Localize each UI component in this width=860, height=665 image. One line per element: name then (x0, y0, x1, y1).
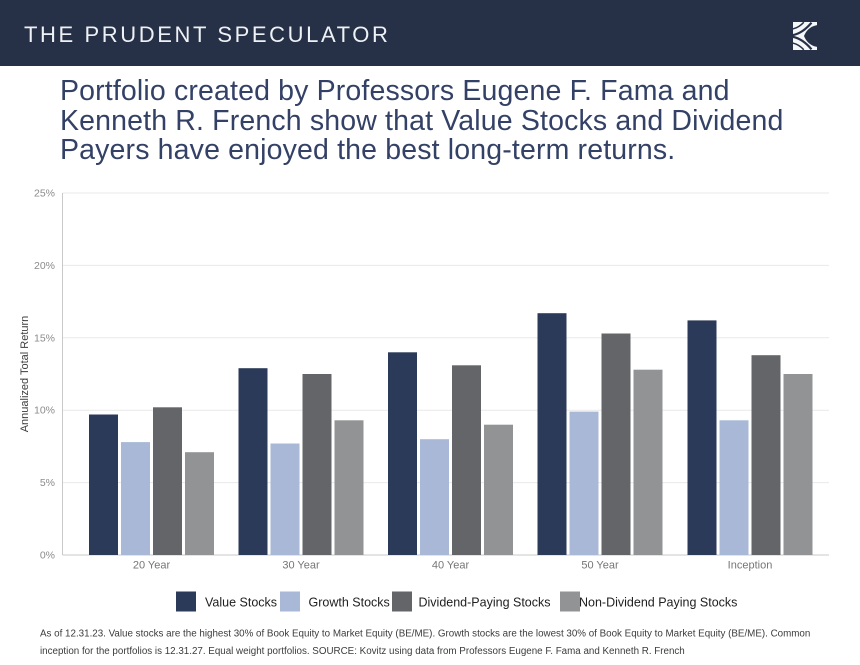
svg-text:25%: 25% (34, 188, 55, 200)
svg-text:Dividend-Paying Stocks: Dividend-Paying Stocks (419, 596, 551, 610)
svg-text:Non-Dividend Paying Stocks: Non-Dividend Paying Stocks (579, 596, 737, 610)
svg-text:30 Year: 30 Year (282, 560, 320, 572)
svg-text:Value Stocks: Value Stocks (205, 596, 277, 610)
svg-text:As of 12.31.23. Value stocks a: As of 12.31.23. Value stocks are the hig… (40, 629, 810, 640)
svg-text:Inception: Inception (728, 560, 773, 572)
svg-text:Annualized Total Return: Annualized Total Return (19, 316, 31, 433)
svg-text:5%: 5% (40, 477, 55, 489)
svg-text:0%: 0% (40, 550, 55, 562)
svg-text:10%: 10% (34, 405, 55, 417)
svg-text:20 Year: 20 Year (133, 560, 171, 572)
svg-text:40 Year: 40 Year (432, 560, 470, 572)
svg-text:inception for the portfolios i: inception for the portfolios is 12.31.27… (40, 646, 685, 657)
svg-text:15%: 15% (34, 332, 55, 344)
svg-text:20%: 20% (34, 260, 55, 272)
svg-text:50 Year: 50 Year (581, 560, 619, 572)
svg-text:Growth Stocks: Growth Stocks (309, 596, 390, 610)
